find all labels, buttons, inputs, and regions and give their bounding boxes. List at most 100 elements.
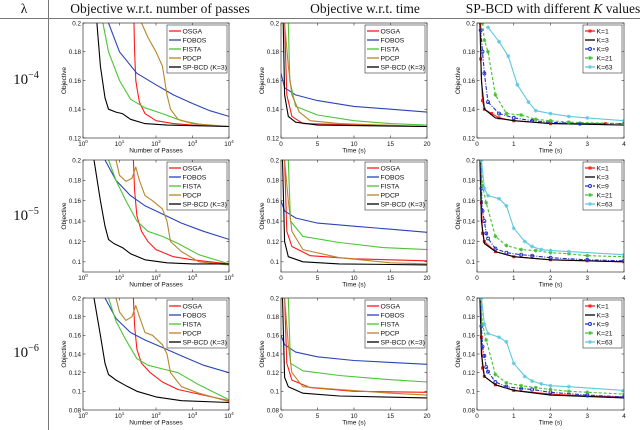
marker-star — [588, 65, 592, 69]
chart-1-2: 0.12 0.14 0.16 0.18 0.2 0 5 10 15 20 Time (s) Objec… — [259, 20, 431, 154]
x-tick-label: 100 — [78, 139, 88, 148]
x-tick-label: 1 — [512, 413, 516, 420]
x-tick-label: 0 — [279, 141, 283, 148]
series-line-sp-bcd-k-3- — [93, 160, 229, 265]
marker-square — [588, 29, 592, 33]
marker-circle — [493, 380, 498, 384]
marker-square — [588, 166, 592, 170]
y-tick-label: 0.12 — [463, 370, 476, 377]
y-tick-label: 0.12 — [267, 135, 280, 142]
marker-star — [566, 120, 571, 125]
legend-label: K=9 — [597, 183, 610, 190]
series-group — [478, 23, 624, 126]
x-tick-label: 10 — [350, 413, 358, 420]
plot-frame — [476, 159, 625, 273]
series-line-fobos — [281, 200, 427, 233]
marker-star — [497, 196, 502, 201]
marker-star — [493, 92, 498, 97]
marker-star — [548, 383, 553, 388]
marker-circle — [511, 115, 516, 120]
series-group — [478, 160, 624, 264]
series-line-k-3 — [479, 160, 624, 263]
marker-square — [479, 23, 483, 25]
marker-star — [497, 335, 502, 340]
tick-exponent: 4 — [231, 273, 234, 278]
x-axis-label: Time (s) — [539, 420, 563, 427]
tick-base: 10 — [115, 413, 123, 420]
tick-exponent: 4 — [231, 411, 234, 416]
legend-label: FOBOS — [183, 37, 207, 44]
tick-base: 10 — [151, 413, 159, 420]
marker-circle — [577, 121, 582, 126]
y-tick-label: 0.14 — [463, 218, 476, 225]
legend-label: SP-BCD (K=3) — [381, 201, 425, 208]
x-tick-label: 102 — [151, 273, 161, 282]
plot-frame — [280, 159, 428, 273]
lambda-header: λ — [20, 1, 28, 16]
marker-star — [493, 234, 498, 239]
x-tick-label: 1 — [512, 141, 516, 148]
x-tick-label: 102 — [151, 139, 161, 148]
y-tick-label: 0.2 — [72, 157, 81, 164]
x-tick-label: 101 — [115, 273, 125, 282]
series-line-osga — [132, 298, 229, 402]
marker-circle — [480, 49, 485, 54]
marker-star — [566, 384, 571, 389]
y-tick-label: 0.2 — [466, 295, 475, 302]
marker-star — [504, 243, 509, 248]
y-tick-label: 0.2 — [270, 20, 279, 27]
x-tick-label: 104 — [224, 273, 234, 282]
legend: K=1 K=3 K=9 K=21 K=63 — [582, 299, 623, 349]
legend: OSGA FOBOS FISTA PDCP SP-BCD (K=3) — [364, 24, 426, 74]
y-tick-label: 0.2 — [72, 295, 81, 302]
marker-star — [548, 248, 553, 253]
lambda-row-1: 10−4 — [13, 70, 39, 89]
x-tick-label: 4 — [622, 275, 626, 282]
y-tick-label: 0.18 — [463, 49, 476, 56]
legend-label: PDCP — [183, 330, 202, 337]
y-tick-label: 0.16 — [267, 198, 280, 205]
marker-star — [533, 385, 538, 390]
x-tick-label: 100 — [78, 273, 88, 282]
x-axis-label: Time (s) — [342, 420, 366, 427]
marker-star — [526, 100, 531, 105]
series-line-k-9 — [480, 298, 624, 398]
legend-label: K=9 — [597, 321, 610, 328]
legend-label: OSGA — [381, 165, 401, 172]
series-line-fobos — [104, 298, 229, 374]
marker-circle — [504, 384, 509, 389]
series-line-pdcp — [140, 23, 229, 128]
series-line-pdcp — [115, 298, 229, 403]
marker-star — [533, 108, 538, 113]
x-axis-label: Number of Passes — [129, 282, 183, 289]
y-tick-label: 0.16 — [267, 333, 280, 340]
marker-circle — [588, 47, 592, 51]
lambda-exponent: −5 — [28, 206, 39, 217]
tick-base: 10 — [188, 413, 196, 420]
series-line-sp-bcd-k-3- — [281, 160, 427, 266]
legend-label: FISTA — [381, 321, 400, 328]
x-tick-label: 0 — [475, 413, 479, 420]
tick-base: 10 — [188, 275, 196, 282]
series-line-pdcp — [284, 23, 427, 128]
y-tick-label: 0.18 — [463, 314, 476, 321]
legend-label: K=3 — [597, 312, 610, 319]
col3-title-suffix: values — [602, 1, 640, 16]
legend-label: K=63 — [597, 339, 613, 346]
y-tick-label: 0.12 — [69, 370, 82, 377]
legend: OSGA FOBOS FISTA PDCP SP-BCD (K=3) — [166, 24, 228, 74]
marker-star — [515, 82, 520, 87]
marker-star — [585, 115, 590, 120]
tick-exponent: 2 — [158, 273, 161, 278]
marker-star — [504, 111, 509, 116]
legend-label: K=3 — [597, 37, 610, 44]
y-axis-label: Objective — [259, 340, 266, 367]
marker-circle — [480, 208, 485, 213]
x-axis-label: Number of Passes — [129, 420, 183, 427]
x-axis-label: Time (s) — [539, 282, 563, 289]
tick-exponent: 1 — [122, 273, 125, 278]
series-line-fista — [287, 298, 427, 383]
tick-base: 10 — [224, 413, 232, 420]
legend-label: K=1 — [597, 165, 610, 172]
lambda-row-3: 10−6 — [13, 343, 39, 362]
